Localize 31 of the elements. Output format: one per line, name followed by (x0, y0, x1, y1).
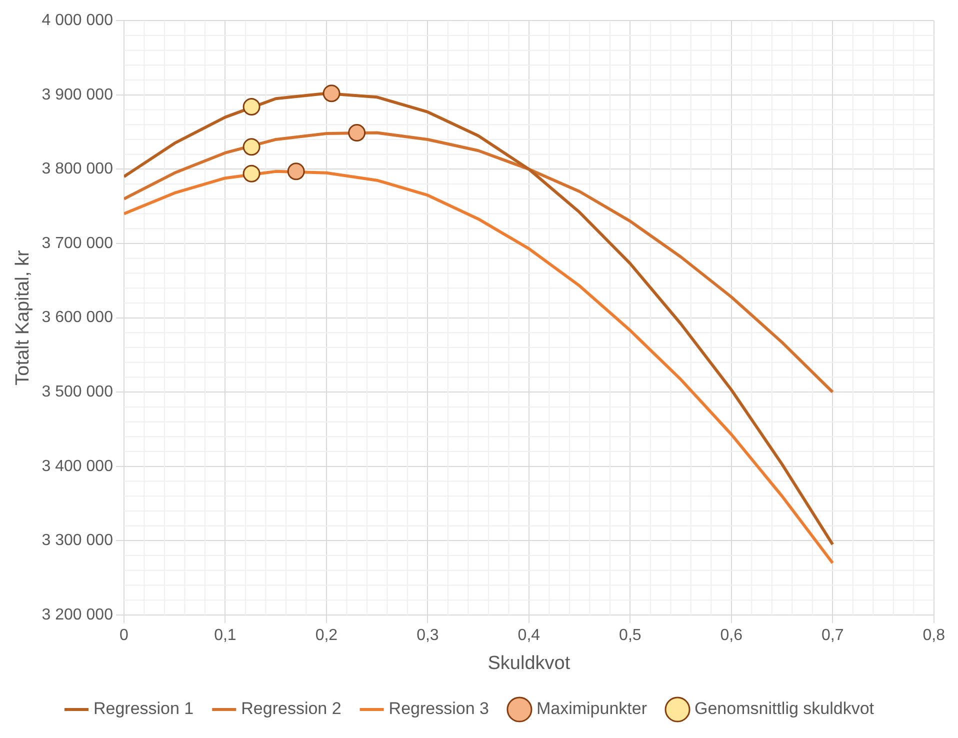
x-tick-label: 0,5 (619, 627, 642, 644)
point (242, 164, 260, 182)
y-tick-label: 3 900 000 (42, 86, 114, 104)
x-tick-label: 0,1 (214, 627, 236, 644)
y-tick-label: 4 000 000 (42, 12, 114, 30)
y-tick-label: 3 800 000 (42, 160, 114, 178)
x-tick-label: 0,6 (720, 627, 743, 644)
point (322, 84, 340, 102)
legend-label: Regression 1 (93, 699, 194, 718)
x-tick-label: 0,3 (416, 627, 439, 644)
x-tick-label: 0,8 (922, 627, 946, 644)
legend-label: Regression 2 (241, 699, 342, 718)
x-axis-title: Skuldkvot (488, 652, 571, 674)
legend-label: Regression 3 (388, 699, 489, 718)
y-tick-label: 3 700 000 (42, 234, 114, 252)
y-tick-label: 3 400 000 (42, 458, 114, 475)
y-tick-label: 3 300 000 (42, 532, 114, 550)
x-tick-label: 0,4 (518, 627, 540, 644)
point (287, 162, 305, 180)
point (348, 124, 366, 142)
legend-label: Genomsnittlig skuldkvot (694, 699, 874, 718)
y-axis-title: Totalt Kapital, kr (12, 250, 34, 386)
y-tick-label: 3 500 000 (42, 384, 114, 401)
y-tick-label: 3 200 000 (42, 606, 114, 624)
x-tick-label: 0,2 (315, 627, 338, 644)
point (242, 138, 260, 156)
x-tick-label: 0,7 (822, 627, 844, 644)
point (242, 98, 260, 116)
y-tick-label: 3 600 000 (42, 309, 114, 326)
legend-label: Maximipunkter (536, 699, 648, 718)
x-tick-label: 0 (120, 627, 129, 644)
